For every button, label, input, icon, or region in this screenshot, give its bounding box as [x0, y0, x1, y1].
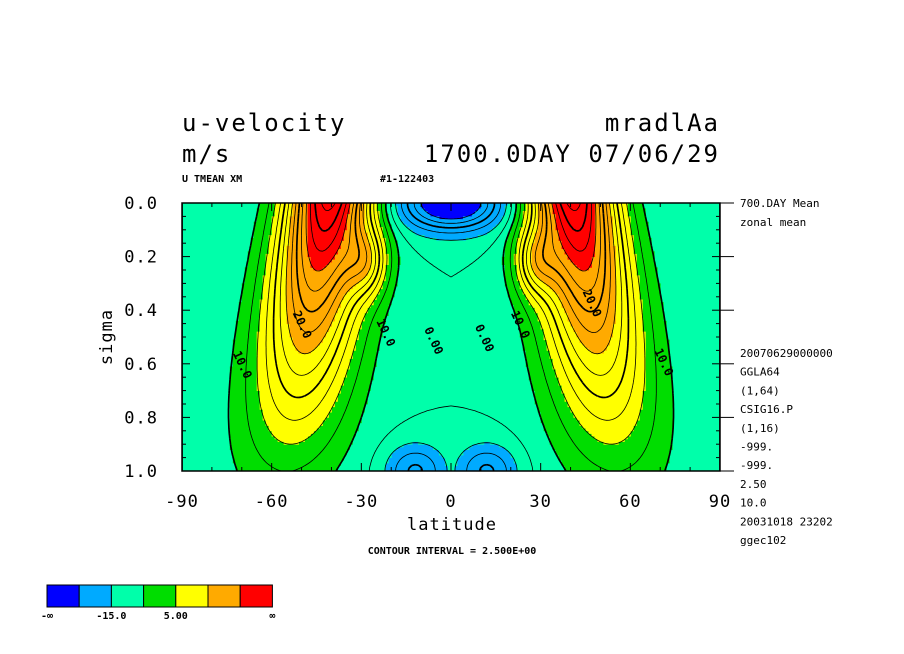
chart-title: u-velocity	[182, 109, 347, 137]
side-notes: 700.DAY Mean zonal mean 20070629000000 GGLA…	[740, 197, 833, 547]
side-note: 2.50	[740, 478, 767, 491]
side-note: -999.	[740, 441, 773, 454]
contour-line	[245, 203, 657, 471]
contour-line	[310, 203, 592, 252]
contour-line	[272, 203, 630, 399]
contour-bands	[182, 203, 720, 471]
axis-ticks	[181, 202, 734, 472]
experiment-id: mradlAa	[605, 109, 720, 137]
y-tick-label: 1.0	[124, 462, 158, 482]
contour-line	[301, 203, 601, 292]
y-tick-label: 0.6	[124, 355, 158, 375]
contour-line	[384, 203, 518, 471]
side-note-top: 700.DAY Mean	[740, 197, 819, 210]
side-note: GGLA64	[740, 366, 780, 379]
contour-line	[314, 203, 588, 232]
variable-name: U TMEAN XM	[182, 174, 242, 185]
contour-line	[305, 203, 597, 272]
contour-line	[321, 203, 581, 211]
colorbar-label: 5.00	[164, 611, 188, 622]
colorbar-label: -15.0	[96, 611, 126, 622]
contour-line	[368, 203, 534, 471]
contour-line	[265, 203, 637, 421]
colorbar: -∞ -15.0 5.00 ∞	[41, 584, 275, 622]
x-tick-label: 0	[445, 492, 456, 512]
colorbar-swatch	[110, 584, 145, 608]
colorbar-swatch	[143, 584, 177, 608]
contour-line	[256, 203, 646, 445]
x-tick-label: 90	[709, 492, 731, 512]
contour-line	[291, 203, 611, 333]
colorbar-label: -∞	[41, 611, 53, 622]
band-3	[229, 203, 673, 471]
x-tick-label: 30	[529, 492, 551, 512]
contour-interval: CONTOUR INTERVAL = 2.500E+00	[368, 546, 537, 557]
time-stamp: 1700.0DAY 07/06/29	[424, 140, 720, 168]
x-tick-label: -90	[165, 492, 199, 512]
x-axis-label: latitude	[407, 515, 497, 535]
side-note: CSIG16.P	[740, 403, 793, 416]
side-note: ggec102	[740, 534, 786, 547]
band-6	[307, 203, 595, 271]
colorbar-swatch	[175, 584, 209, 608]
y-tick-label: 0.8	[124, 408, 158, 428]
y-tick-label: 0.4	[124, 301, 158, 321]
contour-line	[182, 203, 720, 471]
contour-line	[285, 203, 617, 355]
contour-line	[395, 203, 507, 471]
y-axis-label: sigma	[97, 309, 117, 365]
colorbar-swatch	[78, 584, 112, 608]
band-5	[286, 203, 616, 354]
side-note-top: zonal mean	[740, 216, 806, 229]
chart-units: m/s	[182, 140, 231, 168]
contour-lines	[182, 203, 720, 471]
band-2	[182, 203, 720, 471]
side-note: (1,64)	[740, 384, 780, 397]
record-id: #1-122403	[380, 174, 434, 185]
side-note: (1,16)	[740, 422, 780, 435]
x-tick-label: -30	[344, 492, 378, 512]
contour-line	[413, 203, 489, 224]
contour-field	[182, 203, 720, 471]
side-note: 20031018 23202	[740, 515, 833, 528]
band-0	[421, 203, 482, 220]
y-tick-label: 0.0	[124, 194, 158, 214]
side-note: 20070629000000	[740, 347, 833, 360]
colorbar-swatch	[46, 584, 80, 608]
y-tick-labels: 0.0 0.2 0.4 0.6 0.8 1.0	[124, 194, 158, 482]
side-note: -999.	[740, 459, 773, 472]
x-tick-label: 60	[619, 492, 641, 512]
colorbar-swatch	[207, 584, 241, 608]
colorbar-label: ∞	[269, 611, 275, 622]
y-tick-label: 0.2	[124, 248, 158, 268]
x-tick-labels: -90 -60 -30 0 30 60 90	[165, 492, 731, 512]
colorbar-swatch	[239, 584, 273, 608]
contour-line	[279, 203, 623, 376]
contour-line	[295, 203, 607, 313]
x-tick-label: -60	[255, 492, 289, 512]
side-note: 10.0	[740, 497, 767, 510]
